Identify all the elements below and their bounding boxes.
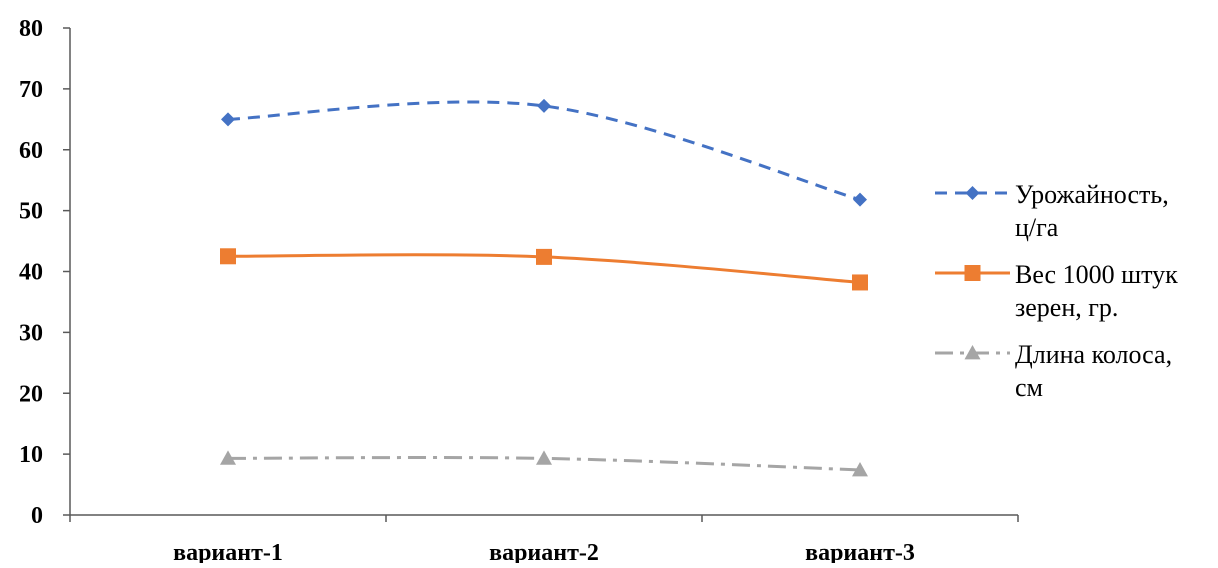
y-tick-label: 40	[19, 260, 43, 286]
y-tick-label: 0	[31, 503, 43, 529]
series-2	[220, 248, 868, 291]
legend-label: Вес 1000 штук	[1015, 260, 1178, 289]
x-tick-label: вариант-2	[489, 540, 599, 563]
legend-marker	[965, 186, 980, 200]
data-point	[220, 248, 236, 265]
y-tick-label: 80	[19, 16, 43, 42]
legend-label: зерен, гр.	[1015, 293, 1118, 322]
legend-item-1: Урожайность, ц/га	[935, 180, 1169, 242]
legend-marker	[964, 345, 981, 360]
y-tick-label: 50	[19, 199, 43, 225]
y-tick-label: 60	[19, 138, 43, 164]
x-tick-label: вариант-3	[805, 540, 915, 563]
data-point	[537, 98, 551, 113]
legend-label: Длина колоса,	[1015, 340, 1172, 369]
y-tick-label: 10	[19, 442, 43, 468]
data-point	[220, 450, 236, 465]
data-point	[852, 274, 868, 291]
legend-label: Урожайность,	[1015, 180, 1169, 209]
legend-item-3: Длина колоса, см	[935, 340, 1172, 402]
series-layer	[220, 98, 868, 477]
series-1	[221, 98, 867, 207]
data-point	[536, 248, 552, 265]
series-line	[227, 100, 861, 202]
legend-label: ц/га	[1015, 213, 1059, 242]
data-point	[536, 450, 552, 465]
legend: Урожайность, ц/га Вес 1000 штук зерен, гр. Д…	[935, 180, 1178, 402]
legend-marker	[964, 265, 981, 281]
y-tick-label: 20	[19, 381, 43, 407]
y-tick-label: 30	[19, 320, 43, 346]
y-tick-label: 70	[19, 77, 43, 103]
data-point	[852, 461, 868, 477]
x-tick-label: вариант-1	[173, 540, 283, 563]
data-point	[221, 112, 235, 127]
legend-label: см	[1015, 373, 1043, 402]
legend-item-2: Вес 1000 штук зерен, гр.	[935, 260, 1178, 322]
axes: 0 10 20 30 40 50 60 70 80 вариант-1 вариант-2 вариа…	[19, 16, 1019, 566]
series-3	[220, 450, 868, 477]
data-point	[853, 192, 867, 207]
